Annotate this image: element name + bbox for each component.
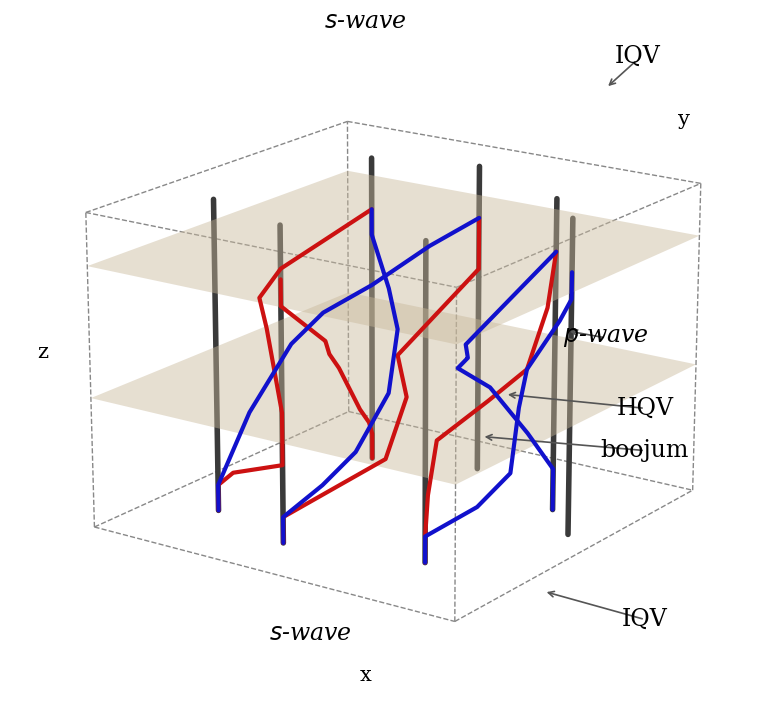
Text: boojum: boojum [601,439,689,462]
Text: z: z [37,343,48,361]
Text: y: y [678,111,690,129]
Text: x: x [359,667,371,685]
Text: IQV: IQV [622,608,667,631]
Text: $p$-wave: $p$-wave [563,327,649,349]
Text: $s$-wave: $s$-wave [324,10,406,32]
Text: HQV: HQV [616,397,674,420]
Text: $s$-wave: $s$-wave [270,622,352,645]
Text: IQV: IQV [615,45,660,68]
